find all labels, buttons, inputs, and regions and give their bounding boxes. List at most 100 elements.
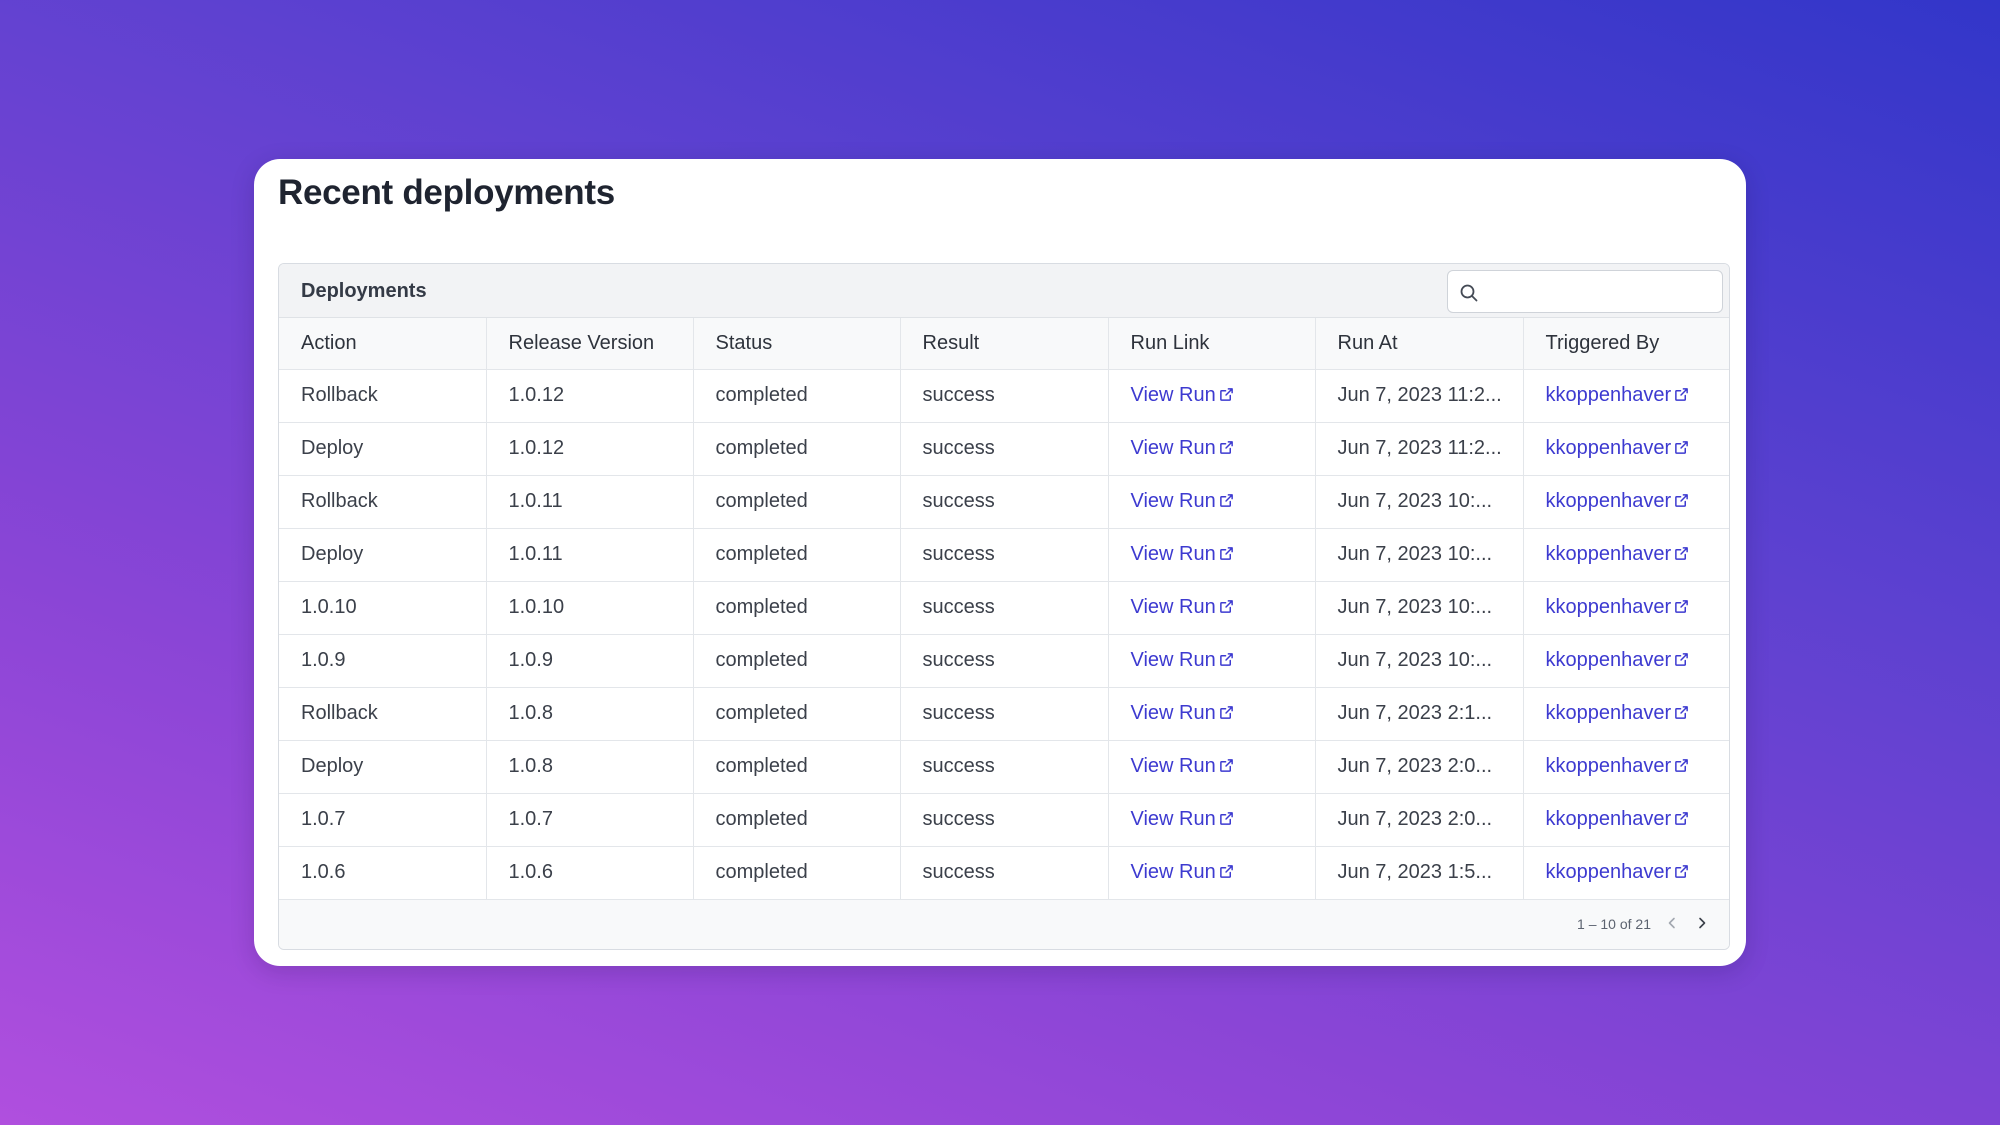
cell-run-at: Jun 7, 2023 11:2... (1315, 369, 1524, 423)
cell-result: success (900, 634, 1109, 688)
triggered-by-link[interactable]: kkoppenhaver (1546, 490, 1690, 512)
external-link-icon (1674, 438, 1689, 454)
view-run-label: View Run (1130, 490, 1216, 512)
column-header-run-link[interactable]: Run Link (1108, 318, 1316, 370)
external-link-icon (1674, 703, 1689, 719)
cell-triggered-by: kkoppenhaver (1523, 369, 1729, 423)
external-link-icon (1219, 650, 1234, 666)
cell-run-at: Jun 7, 2023 10:... (1315, 528, 1524, 582)
cell-status: completed (693, 634, 901, 688)
deployments-card: Recent deployments Deployments (254, 159, 1746, 966)
triggered-by-link[interactable]: kkoppenhaver (1546, 384, 1690, 406)
triggered-by-link[interactable]: kkoppenhaver (1546, 755, 1690, 777)
triggered-by-link[interactable]: kkoppenhaver (1546, 649, 1690, 671)
view-run-link[interactable]: View Run (1131, 384, 1234, 406)
cell-release-version: 1.0.6 (486, 846, 694, 900)
table-row: 1.0.10 1.0.10 completed success View Run Jun … (279, 581, 1729, 635)
view-run-label: View Run (1130, 543, 1216, 565)
search-box[interactable] (1447, 270, 1723, 313)
cell-run-link: View Run (1108, 422, 1316, 476)
cell-release-version: 1.0.7 (486, 793, 694, 847)
cell-result: success (900, 581, 1109, 635)
table-header-row: Action Release Version Status Result Run… (279, 318, 1729, 370)
cell-release-version: 1.0.9 (486, 634, 694, 688)
view-run-link[interactable]: View Run (1131, 596, 1234, 618)
triggered-by-label: kkoppenhaver (1545, 808, 1672, 830)
view-run-link[interactable]: View Run (1131, 861, 1234, 883)
deployments-panel: Deployments Action Release Versi (278, 263, 1730, 950)
view-run-link[interactable]: View Run (1131, 755, 1234, 777)
cell-run-link: View Run (1108, 581, 1316, 635)
external-link-icon (1674, 597, 1689, 613)
view-run-link[interactable]: View Run (1131, 649, 1234, 671)
triggered-by-link[interactable]: kkoppenhaver (1546, 543, 1690, 565)
cell-run-link: View Run (1108, 846, 1316, 900)
view-run-label: View Run (1130, 861, 1216, 883)
cell-run-link: View Run (1108, 740, 1316, 794)
cell-run-at: Jun 7, 2023 11:2... (1315, 422, 1524, 476)
external-link-icon (1674, 385, 1689, 401)
triggered-by-link[interactable]: kkoppenhaver (1546, 702, 1690, 724)
table-row: 1.0.7 1.0.7 completed success View Run Jun 7,… (279, 793, 1729, 847)
triggered-by-label: kkoppenhaver (1545, 649, 1672, 671)
triggered-by-link[interactable]: kkoppenhaver (1546, 596, 1690, 618)
cell-action: Rollback (279, 475, 487, 529)
external-link-icon (1219, 862, 1234, 878)
cell-status: completed (693, 581, 901, 635)
panel-title: Deployments (301, 280, 427, 302)
cell-triggered-by: kkoppenhaver (1523, 528, 1729, 582)
cell-triggered-by: kkoppenhaver (1523, 581, 1729, 635)
external-link-icon (1674, 756, 1689, 772)
cell-action: 1.0.7 (279, 793, 487, 847)
column-header-status[interactable]: Status (693, 318, 901, 370)
external-link-icon (1674, 650, 1689, 666)
cell-triggered-by: kkoppenhaver (1523, 740, 1729, 794)
cell-release-version: 1.0.12 (486, 422, 694, 476)
chevron-left-icon (1668, 917, 1675, 929)
cell-action: 1.0.9 (279, 634, 487, 688)
triggered-by-link[interactable]: kkoppenhaver (1546, 861, 1690, 883)
cell-run-at: Jun 7, 2023 2:0... (1315, 740, 1524, 794)
cell-status: completed (693, 687, 901, 741)
previous-page-button[interactable] (1661, 912, 1683, 934)
column-header-run-at[interactable]: Run At (1315, 318, 1524, 370)
column-header-triggered-by[interactable]: Triggered By (1523, 318, 1729, 370)
cell-status: completed (693, 793, 901, 847)
deployments-table: Action Release Version Status Result Run… (279, 318, 1729, 900)
cell-release-version: 1.0.8 (486, 740, 694, 794)
view-run-link[interactable]: View Run (1131, 808, 1234, 830)
search-input[interactable] (1488, 277, 1716, 307)
cell-result: success (900, 687, 1109, 741)
view-run-link[interactable]: View Run (1131, 702, 1234, 724)
next-page-button[interactable] (1691, 912, 1713, 934)
cell-action: Rollback (279, 687, 487, 741)
cell-run-link: View Run (1108, 634, 1316, 688)
column-header-release-version[interactable]: Release Version (486, 318, 694, 370)
view-run-link[interactable]: View Run (1131, 490, 1234, 512)
cell-release-version: 1.0.8 (486, 687, 694, 741)
cell-triggered-by: kkoppenhaver (1523, 475, 1729, 529)
triggered-by-label: kkoppenhaver (1545, 596, 1672, 618)
external-link-icon (1674, 862, 1689, 878)
external-link-icon (1219, 385, 1234, 401)
external-link-icon (1674, 544, 1689, 560)
triggered-by-label: kkoppenhaver (1545, 543, 1672, 565)
column-header-action[interactable]: Action (279, 318, 487, 370)
triggered-by-label: kkoppenhaver (1545, 861, 1672, 883)
table-row: 1.0.6 1.0.6 completed success View Run Jun 7,… (279, 846, 1729, 900)
triggered-by-link[interactable]: kkoppenhaver (1546, 808, 1690, 830)
cell-release-version: 1.0.11 (486, 528, 694, 582)
external-link-icon (1219, 597, 1234, 613)
cell-result: success (900, 369, 1109, 423)
column-header-result[interactable]: Result (900, 318, 1109, 370)
cell-action: Deploy (279, 528, 487, 582)
cell-run-at: Jun 7, 2023 10:... (1315, 475, 1524, 529)
cell-release-version: 1.0.12 (486, 369, 694, 423)
view-run-label: View Run (1130, 755, 1216, 777)
view-run-link[interactable]: View Run (1131, 437, 1234, 459)
triggered-by-link[interactable]: kkoppenhaver (1546, 437, 1690, 459)
cell-release-version: 1.0.11 (486, 475, 694, 529)
external-link-icon (1219, 703, 1234, 719)
view-run-link[interactable]: View Run (1131, 543, 1234, 565)
cell-status: completed (693, 369, 901, 423)
